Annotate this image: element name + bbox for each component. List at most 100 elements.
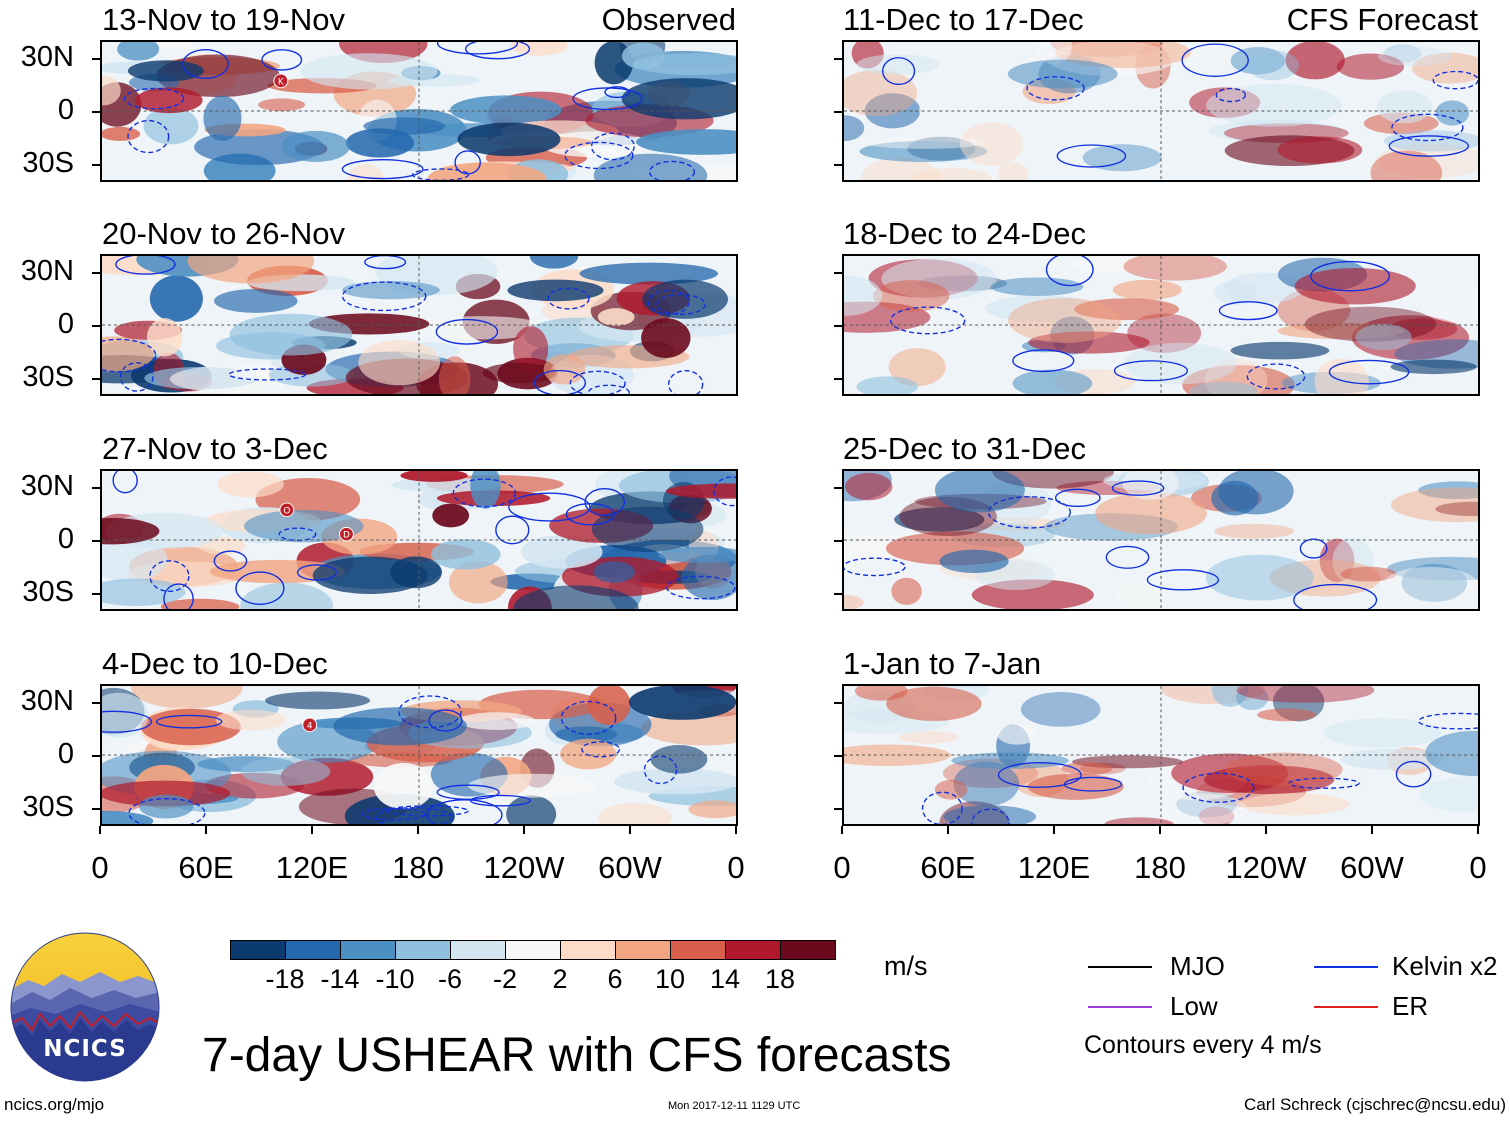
map-panel-1: K	[100, 40, 738, 182]
colorbar-tick-label: 2	[552, 964, 568, 994]
y-tick	[834, 272, 842, 274]
y-tick-label: 30N	[20, 255, 74, 287]
x-tick-label: 60W	[1340, 850, 1404, 885]
legend-line-kelvin	[1314, 966, 1378, 968]
contour-note: Contours every 4 m/s	[1084, 1031, 1322, 1059]
shear-anomaly	[102, 126, 141, 141]
kelvin-contour	[1288, 777, 1360, 789]
panel-label-forecast: CFS Forecast	[1286, 2, 1478, 37]
heatmap-field	[102, 256, 736, 394]
shear-anomaly	[265, 691, 370, 710]
y-tick	[92, 378, 100, 380]
shear-anomaly	[1211, 480, 1259, 516]
shear-anomaly	[1225, 752, 1343, 787]
y-tick	[834, 487, 842, 489]
shear-anomaly	[139, 794, 194, 819]
x-tick	[205, 826, 207, 834]
shear-anomaly	[468, 773, 598, 798]
shear-anomaly	[1116, 579, 1167, 609]
kelvin-contour	[1111, 480, 1165, 496]
heatmap-field	[844, 686, 1478, 824]
shear-anomaly	[215, 709, 286, 731]
shear-anomaly	[400, 471, 468, 482]
shear-anomaly	[1336, 53, 1405, 80]
kelvin-contour	[436, 42, 519, 55]
x-tick-label: 120E	[275, 850, 349, 885]
storm-marker-label: K	[278, 77, 284, 87]
kelvin-contour	[495, 515, 530, 545]
kelvin-contour	[648, 160, 696, 180]
colorbar-swatch	[670, 940, 726, 960]
shear-anomaly	[258, 98, 306, 112]
panel-title-8: 1-Jan to 7-Jan	[843, 646, 1042, 681]
shear-anomaly	[1236, 686, 1269, 711]
y-tick	[834, 702, 842, 704]
colorbar-tick-label: -14	[320, 964, 360, 994]
storm-marker-label: 4	[307, 721, 313, 731]
x-tick	[417, 826, 419, 834]
y-tick	[92, 755, 100, 757]
y-tick	[92, 487, 100, 489]
heatmap-field	[844, 256, 1478, 394]
shear-anomaly	[658, 546, 736, 564]
kelvin-contour	[604, 86, 630, 99]
y-tick	[834, 808, 842, 810]
y-tick-label: 0	[57, 523, 74, 555]
shear-anomaly	[457, 122, 561, 157]
shear-anomaly	[1035, 42, 1072, 65]
shear-anomaly	[1418, 481, 1478, 500]
shear-anomaly	[597, 308, 635, 326]
x-tick	[1371, 826, 1373, 834]
shear-anomaly	[146, 318, 183, 357]
shear-anomaly	[844, 275, 883, 316]
shear-anomaly	[213, 289, 298, 313]
kelvin-contour	[547, 287, 590, 310]
shear-anomaly	[1095, 492, 1207, 535]
shear-anomaly	[1230, 341, 1330, 360]
shear-anomaly	[934, 779, 968, 800]
y-tick-label: 0	[57, 308, 74, 340]
heatmap-field	[844, 42, 1478, 180]
shear-anomaly	[1012, 369, 1093, 394]
shear-anomaly	[240, 582, 333, 609]
x-tick-label: 180	[392, 850, 444, 885]
shear-anomaly	[102, 517, 160, 545]
site-url[interactable]: ncics.org/mjo	[4, 1095, 105, 1114]
shear-anomaly	[373, 762, 434, 810]
kelvin-contour	[163, 583, 194, 609]
heatmap-field: OD	[102, 471, 736, 609]
x-tick-label: 0	[91, 850, 109, 885]
shear-anomaly	[984, 295, 1098, 322]
shear-anomaly	[1027, 773, 1124, 800]
shear-anomaly	[951, 752, 1069, 769]
y-tick	[92, 702, 100, 704]
kelvin-contour	[667, 370, 704, 394]
shear-anomaly	[431, 539, 501, 570]
shear-anomaly	[642, 279, 729, 319]
y-tick	[92, 164, 100, 166]
shear-anomaly	[856, 376, 919, 394]
kelvin-contour	[1056, 144, 1127, 168]
kelvin-contour	[341, 281, 427, 312]
shear-anomaly	[300, 53, 438, 90]
shear-anomaly	[529, 256, 579, 269]
shear-anomaly	[1370, 150, 1443, 180]
storm-marker-label: D	[343, 531, 350, 541]
y-tick	[92, 111, 100, 113]
logo-text: NCICS	[43, 1036, 127, 1062]
shear-anomaly	[143, 107, 199, 145]
map-panel-6	[842, 254, 1480, 396]
kelvin-contour	[1293, 583, 1378, 609]
kelvin-contour	[1310, 260, 1391, 292]
x-tick-label: 60E	[178, 850, 234, 885]
shear-anomaly	[665, 483, 736, 499]
kelvin-contour	[435, 318, 499, 345]
kelvin-contour	[127, 119, 170, 154]
shear-anomaly	[688, 800, 736, 819]
y-tick	[92, 593, 100, 595]
shear-anomaly	[1213, 280, 1258, 306]
shear-anomaly	[1123, 256, 1227, 281]
shear-anomaly	[135, 87, 203, 114]
shear-anomaly	[886, 686, 982, 721]
kelvin-contour	[112, 471, 138, 494]
